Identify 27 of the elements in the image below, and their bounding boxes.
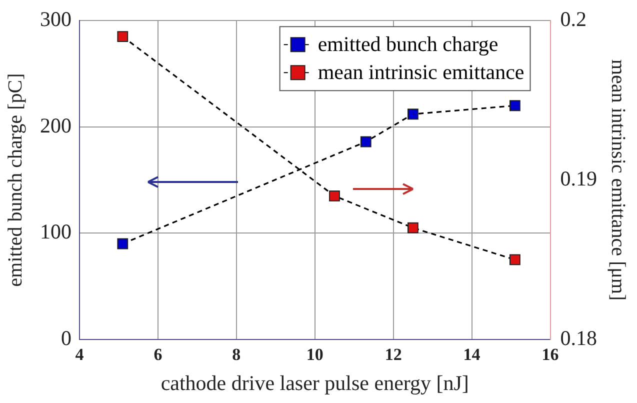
point — [329, 190, 340, 202]
x-axis-title: cathode drive laser pulse energy [nJ] — [160, 370, 469, 395]
y2-tick-label: 0.19 — [560, 166, 597, 191]
y2-axis-title: mean intrinsic emittance [μm] — [606, 59, 629, 301]
point — [509, 100, 520, 112]
y-tick-label: 100 — [40, 220, 72, 244]
y-tick-label: 300 — [40, 7, 72, 32]
legend-label: emitted bunch charge — [318, 32, 498, 56]
point — [360, 136, 372, 148]
y2-tick-label: 0.18 — [560, 326, 597, 350]
point — [117, 31, 128, 42]
y-tick-label: 0 — [61, 326, 72, 350]
x-tick-label: 10 — [306, 344, 324, 364]
y-axis-title: emitted bunch charge [pC] — [4, 73, 26, 287]
x-tick-label: 6 — [154, 344, 162, 364]
legend-label: mean intrinsic emittance — [318, 60, 524, 84]
point — [509, 254, 520, 266]
x-tick-label: 16 — [542, 344, 559, 364]
x-tick-label: 8 — [232, 344, 241, 364]
x-tick-label: 4 — [75, 344, 84, 364]
point — [408, 108, 418, 120]
y2-tick-label: 0.2 — [560, 7, 586, 32]
x-tick-label: 14 — [463, 344, 481, 364]
point — [117, 238, 128, 250]
x-tick-label: 12 — [384, 344, 402, 364]
point — [408, 222, 418, 234]
y-tick-label: 200 — [40, 113, 72, 138]
